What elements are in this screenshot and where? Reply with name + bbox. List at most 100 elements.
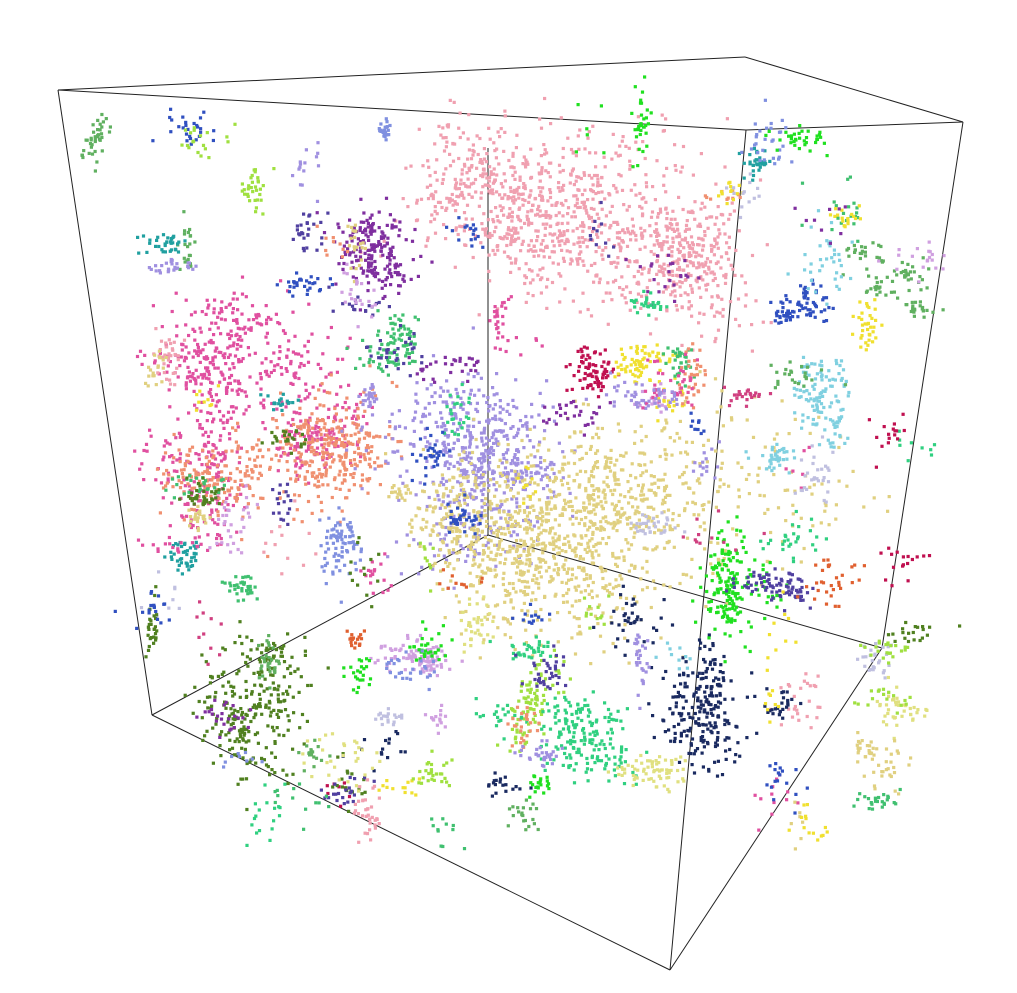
cluster-point [583, 704, 587, 708]
cluster-point [183, 693, 187, 697]
cluster-point [593, 261, 597, 266]
cluster-point [240, 730, 245, 734]
cluster-point [552, 490, 556, 494]
cluster-point [467, 547, 471, 551]
cluster-point [505, 589, 510, 594]
cluster-point [452, 100, 456, 104]
cluster-point [691, 173, 695, 177]
cluster-point [390, 223, 394, 227]
cluster-point [351, 266, 355, 270]
cluster-point [578, 458, 582, 462]
cluster-point [675, 227, 680, 231]
cluster-point [359, 484, 363, 488]
cluster-point [581, 728, 585, 732]
cluster-point [486, 566, 490, 570]
cluster-point [683, 681, 687, 685]
cluster-point [634, 233, 638, 238]
cluster-point [521, 239, 525, 243]
cluster-point [363, 251, 367, 255]
cluster-point [540, 558, 544, 562]
cluster-point [685, 219, 689, 223]
cluster-point [543, 547, 547, 551]
cluster-point [699, 738, 703, 743]
cluster-point [668, 707, 672, 711]
cluster-point [423, 406, 427, 410]
cluster-point [663, 426, 667, 430]
cluster-point [320, 443, 324, 447]
cluster-point [578, 205, 582, 209]
cluster-point [178, 460, 182, 464]
cluster-point [260, 670, 264, 674]
cluster-point [192, 480, 196, 484]
cluster-point [560, 233, 564, 238]
cluster-point [205, 695, 210, 699]
cluster-point [587, 214, 591, 218]
cluster-point [763, 511, 767, 515]
cluster-point [229, 471, 233, 475]
cluster-point [505, 475, 509, 479]
cluster-point [283, 452, 287, 456]
cluster-point [537, 443, 541, 447]
cluster-point [254, 464, 258, 468]
cluster-point [699, 276, 703, 281]
cluster-point [719, 266, 723, 270]
cluster-point [614, 607, 618, 611]
cluster-point [590, 551, 594, 555]
cluster-point [335, 370, 339, 374]
cluster-point [503, 130, 507, 134]
cluster-point [579, 224, 583, 228]
cluster-point [356, 416, 360, 420]
cluster-point [487, 438, 491, 442]
cluster-point [524, 519, 529, 523]
cluster-point [480, 461, 484, 465]
cluster-point [534, 229, 538, 233]
cluster-point [262, 406, 266, 410]
cluster-point [517, 267, 521, 271]
cluster-point [713, 760, 717, 764]
cluster-point [461, 523, 465, 527]
cluster-point [238, 695, 242, 699]
cluster-point [578, 310, 582, 314]
cluster-point [400, 457, 404, 461]
cluster-point [747, 492, 751, 496]
cluster-point [611, 526, 615, 530]
cluster-point [513, 170, 517, 174]
cluster-point [585, 756, 589, 761]
cluster-point [138, 467, 142, 471]
cluster-point [255, 381, 259, 385]
cluster-point [425, 459, 429, 463]
cluster-point [507, 530, 512, 534]
cluster-point [541, 249, 546, 253]
cluster-point [537, 526, 541, 530]
cluster-point [548, 195, 553, 200]
cluster-point [456, 558, 460, 562]
cluster-point [613, 475, 617, 479]
cluster-point [444, 428, 448, 432]
cluster-point [452, 476, 456, 480]
cluster-point [493, 149, 497, 153]
cluster-point [541, 404, 545, 408]
cluster-point [714, 336, 718, 341]
cluster-point [531, 591, 535, 595]
cluster-point [455, 497, 459, 501]
cluster-point [552, 419, 557, 423]
cluster-point [708, 647, 712, 652]
cluster-point [716, 714, 720, 718]
cluster-point [619, 493, 623, 497]
cluster-point [361, 239, 365, 243]
cluster-point [554, 539, 558, 543]
cluster-point [234, 333, 238, 338]
cluster-point [310, 474, 315, 478]
cluster-point [467, 185, 472, 189]
cluster-point [293, 334, 297, 338]
cluster-point [545, 151, 549, 155]
cluster-point [620, 188, 625, 192]
cluster-point [390, 226, 394, 230]
cluster-point [225, 391, 229, 395]
cluster-point [272, 654, 276, 658]
cluster-point [613, 478, 617, 482]
cluster-point [666, 264, 670, 268]
cluster-point [590, 755, 594, 760]
cluster-point [634, 238, 638, 242]
cluster-point [293, 444, 297, 449]
